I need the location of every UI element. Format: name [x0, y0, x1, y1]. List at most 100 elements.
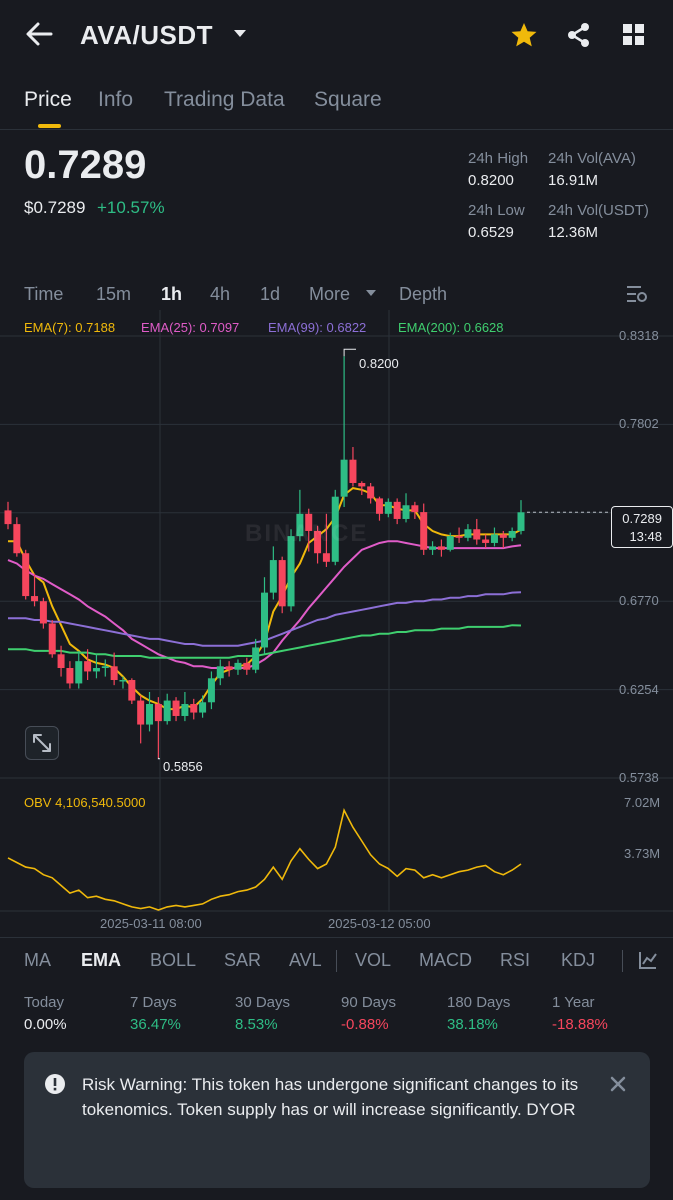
chart-settings-icon[interactable] — [626, 284, 648, 304]
watermark: BINANCE — [245, 520, 369, 547]
candle-body-13 — [119, 680, 127, 682]
candle-body-49 — [437, 546, 445, 550]
caret-down-icon[interactable] — [233, 29, 247, 39]
perf-label-7d: 7 Days — [130, 994, 177, 1011]
page-tabs: Price Info Trading Data Square — [0, 80, 673, 130]
tab-square[interactable]: Square — [314, 88, 382, 111]
y-tick-1: 0.7802 — [619, 416, 659, 431]
x-tick-1: 2025-03-12 05:00 — [328, 916, 431, 931]
indicator-macd[interactable]: MACD — [419, 950, 472, 970]
candle-body-39 — [349, 459, 357, 483]
expand-icon — [33, 734, 51, 752]
warning-info-icon — [45, 1074, 65, 1094]
candle-body-14 — [128, 680, 136, 701]
favorite-star-icon[interactable] — [510, 22, 538, 48]
indicator-rsi[interactable]: RSI — [500, 950, 531, 970]
top-bar: AVA/USDT — [0, 0, 673, 70]
interval-time[interactable]: Time — [24, 284, 64, 304]
candle-body-12 — [110, 666, 118, 681]
interval-4h[interactable]: 4h — [210, 284, 231, 304]
candle-body-34 — [305, 513, 313, 531]
candle-body-5 — [48, 623, 56, 655]
indicator-ema[interactable]: EMA — [81, 950, 121, 970]
indicator-kdj[interactable]: KDJ — [561, 950, 596, 970]
candle-body-11 — [101, 666, 109, 669]
candle-body-19 — [172, 700, 180, 716]
obv-line — [7, 808, 522, 911]
ema200-label: EMA(200): 0.6628 — [398, 320, 504, 335]
indicator-separator-right — [622, 950, 623, 972]
candle-body-10 — [92, 668, 100, 672]
candle-body-42 — [375, 498, 383, 514]
high-24h-value: 0.8200 — [468, 172, 514, 189]
obv-tick-0: 7.02M — [624, 795, 661, 810]
price-chart[interactable] — [0, 310, 673, 790]
indicator-settings-icon[interactable] — [638, 950, 658, 970]
perf-value-90d: -0.88% — [341, 1016, 389, 1033]
candle-body-51 — [455, 536, 463, 538]
y-tick-3: 0.6770 — [619, 593, 659, 608]
candle-body-43 — [384, 501, 392, 514]
expand-chart-button[interactable] — [25, 726, 59, 760]
indicator-boll[interactable]: BOLL — [150, 950, 197, 970]
candle-countdown: 13:48 — [629, 529, 662, 544]
low-marker-label: 0.5856 — [163, 759, 203, 774]
candle-body-52 — [464, 529, 472, 538]
candle-body-6 — [57, 654, 65, 669]
last-price-tag: 0.7289 13:48 — [611, 506, 673, 548]
interval-more[interactable]: More — [309, 284, 351, 304]
back-arrow-icon[interactable] — [24, 20, 54, 48]
grid-menu-icon[interactable] — [623, 24, 645, 46]
tab-info[interactable]: Info — [98, 88, 134, 111]
indicator-avl[interactable]: AVL — [289, 950, 322, 970]
candle-body-53 — [473, 529, 481, 540]
candle-body-24 — [216, 666, 224, 679]
interval-1h[interactable]: 1h — [161, 284, 183, 304]
candle-body-20 — [181, 703, 189, 716]
ema25-label: EMA(25): 0.7097 — [141, 320, 240, 335]
candle-body-38 — [340, 459, 348, 497]
interval-15m[interactable]: 15m — [96, 284, 132, 304]
pair-title[interactable]: AVA/USDT — [80, 20, 214, 50]
share-icon[interactable] — [566, 22, 592, 48]
perf-value-7d: 36.47% — [130, 1016, 181, 1033]
candle-body-7 — [66, 668, 74, 684]
candle-body-47 — [420, 512, 428, 550]
indicator-separator — [336, 950, 337, 972]
vol-base-value: 16.91M — [548, 172, 599, 189]
candle-body-35 — [314, 530, 322, 554]
last-price-tag-value: 0.7289 — [622, 511, 662, 526]
interval-depth[interactable]: Depth — [399, 284, 448, 304]
tab-price[interactable]: Price — [24, 88, 72, 111]
candle-body-23 — [207, 678, 215, 703]
high-marker-line — [343, 348, 356, 357]
low-24h-value: 0.6529 — [468, 224, 514, 241]
candle-body-26 — [234, 662, 242, 670]
candle-body-44 — [393, 501, 401, 519]
low-marker-line — [157, 757, 160, 760]
last-price: 0.7289 — [24, 143, 147, 187]
more-caret-icon[interactable] — [365, 289, 377, 297]
indicator-sar[interactable]: SAR — [224, 950, 262, 970]
risk-warning-text: Risk Warning: This token has undergone s… — [82, 1075, 579, 1119]
tab-trading-data[interactable]: Trading Data — [164, 88, 285, 111]
vol-quote-value: 12.36M — [548, 224, 599, 241]
close-icon[interactable] — [610, 1076, 626, 1092]
candle-body-29 — [261, 592, 268, 648]
perf-label-today: Today — [24, 994, 65, 1011]
candle-body-16 — [146, 703, 154, 725]
indicator-vol[interactable]: VOL — [355, 950, 392, 970]
candle-body-4 — [39, 601, 47, 624]
candle-body-41 — [367, 486, 375, 499]
indicator-ma[interactable]: MA — [24, 950, 51, 970]
perf-label-30d: 30 Days — [235, 994, 291, 1011]
perf-label-1y: 1 Year — [552, 994, 595, 1011]
candle-body-3 — [31, 596, 39, 602]
perf-label-180d: 180 Days — [447, 994, 511, 1011]
candle-body-1 — [13, 524, 21, 554]
obv-chart[interactable] — [0, 790, 673, 912]
candle-body-28 — [252, 647, 260, 670]
candle-body-57 — [508, 530, 516, 538]
y-tick-0: 0.8318 — [619, 328, 659, 343]
interval-1d[interactable]: 1d — [260, 284, 281, 304]
